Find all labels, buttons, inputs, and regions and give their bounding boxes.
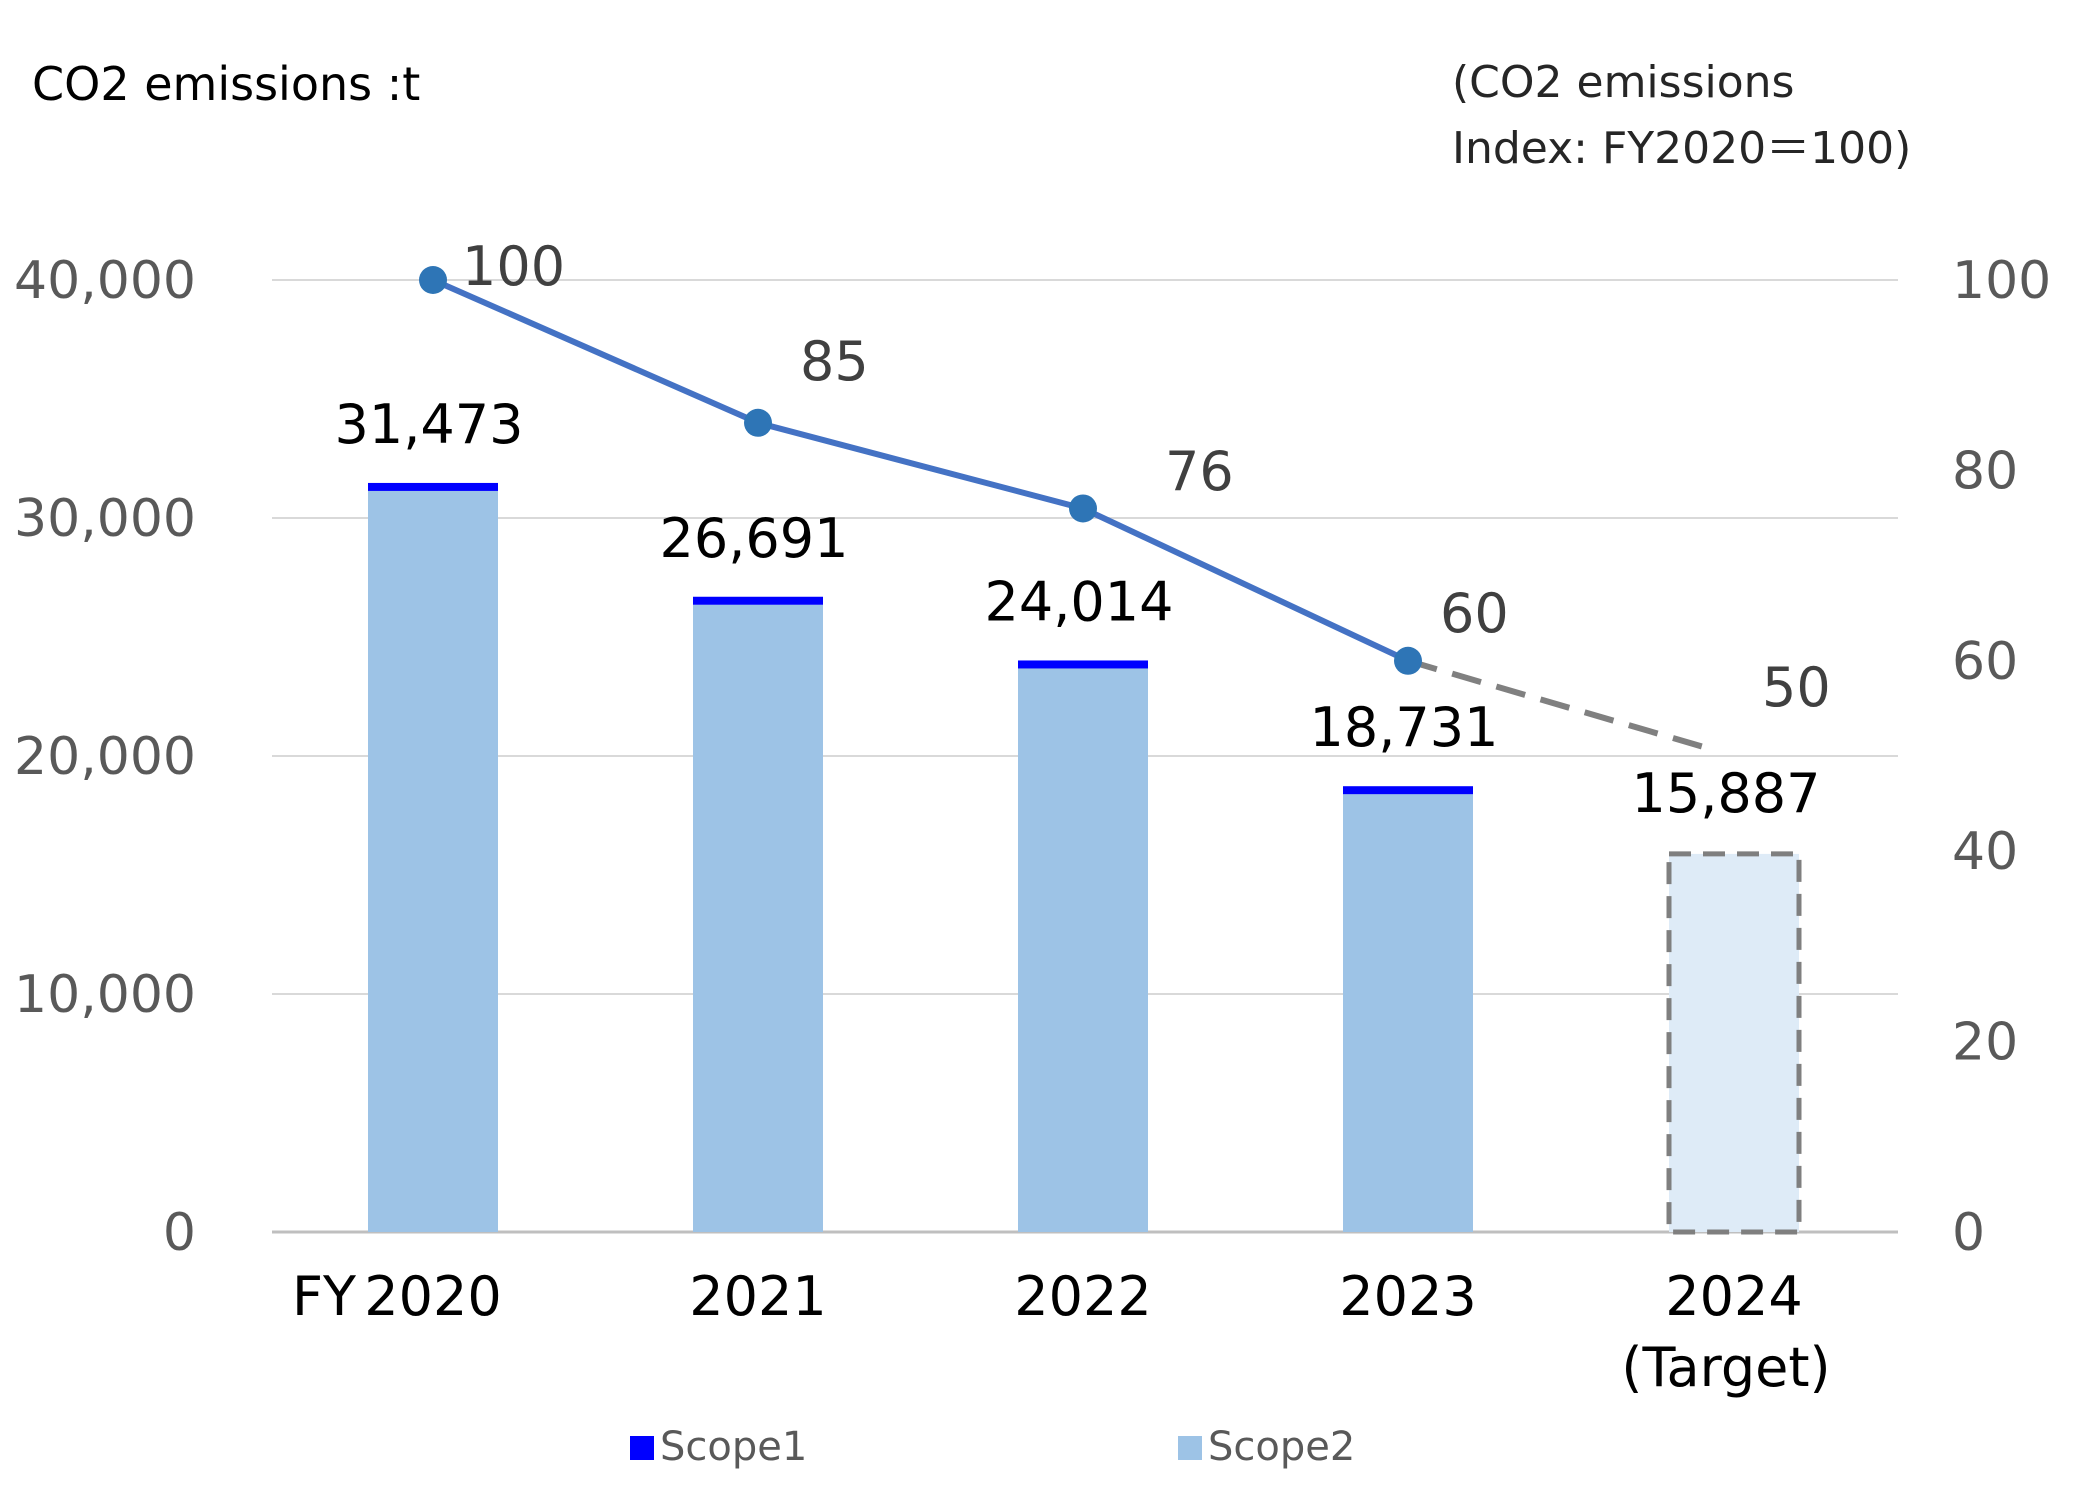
total-label: 24,014	[985, 570, 1174, 633]
total-label: 31,473	[335, 393, 524, 456]
y-tick-label: 10,000	[14, 965, 196, 1025]
y-tick-label: 30,000	[14, 489, 196, 549]
x-tick-label: 2021	[689, 1265, 826, 1328]
right-axis-title-line2: Index: FY2020＝100)	[1452, 123, 1911, 174]
y2-tick-label: 60	[1952, 632, 2018, 692]
bar-scope1	[693, 596, 823, 605]
total-label: 15,887	[1632, 762, 1821, 825]
bar-scope2	[1018, 668, 1148, 1232]
legend-swatch	[1178, 1436, 1202, 1460]
x-tick-sublabel: (Target)	[1621, 1336, 1830, 1399]
index-label: 100	[462, 235, 565, 298]
total-label: 26,691	[660, 507, 849, 570]
bars	[368, 482, 1802, 1235]
index-line-target	[1407, 657, 1715, 753]
index-line-actual	[431, 277, 1410, 664]
legend-label: Scope1	[660, 1424, 807, 1470]
index-marker	[419, 266, 447, 294]
x-tick-label: 2022	[1014, 1265, 1151, 1328]
index-line: 100 85 76 60 50	[419, 235, 1831, 753]
bar-scope2	[693, 604, 823, 1232]
bar-target	[1666, 851, 1802, 1235]
index-marker	[744, 408, 772, 437]
bar-scope1	[368, 482, 498, 491]
x-tick-label: 2024	[1665, 1265, 1802, 1328]
y2-tick-label: 0	[1952, 1203, 1985, 1263]
bar-scope1	[1343, 786, 1473, 795]
x-tick-label: 2020	[364, 1265, 501, 1328]
y-tick-label: 20,000	[14, 727, 196, 787]
index-marker	[1394, 646, 1422, 675]
index-marker	[1069, 494, 1097, 523]
total-labels: 31,473 26,691 24,014 18,731 15,887	[335, 393, 1821, 825]
y2-tick-label: 20	[1952, 1013, 2018, 1073]
left-y-axis: 0 10,000 20,000 30,000 40,000	[14, 251, 196, 1263]
legend-label: Scope2	[1208, 1424, 1355, 1470]
bar-scope1	[1018, 660, 1148, 669]
index-label: 76	[1165, 440, 1234, 503]
right-axis-title-line1: (CO2 emissions	[1452, 57, 1794, 108]
index-label: 60	[1440, 582, 1509, 645]
y-tick-label: 0	[163, 1203, 196, 1263]
bar-scope2	[1343, 794, 1473, 1232]
x-tick-label: 2023	[1339, 1265, 1476, 1328]
index-label: 50	[1762, 656, 1831, 719]
x-axis-prefix: FY	[292, 1265, 357, 1328]
y2-tick-label: 80	[1952, 441, 2018, 501]
legend-swatch	[630, 1436, 654, 1460]
bar-scope2	[368, 490, 498, 1232]
right-y-axis: 0 20 40 60 80 100	[1952, 251, 2051, 1263]
index-label: 85	[800, 330, 869, 393]
y2-tick-label: 40	[1952, 822, 2018, 882]
y-tick-label: 40,000	[14, 251, 196, 311]
total-label: 18,731	[1310, 696, 1499, 759]
chart-title: CO2 emissions :t	[32, 57, 420, 111]
y2-tick-label: 100	[1952, 251, 2051, 311]
x-axis: FY 2020 2021 2022 2023 2024 (Target)	[292, 1265, 1831, 1399]
legend: Scope1 Scope2	[630, 1424, 1355, 1470]
